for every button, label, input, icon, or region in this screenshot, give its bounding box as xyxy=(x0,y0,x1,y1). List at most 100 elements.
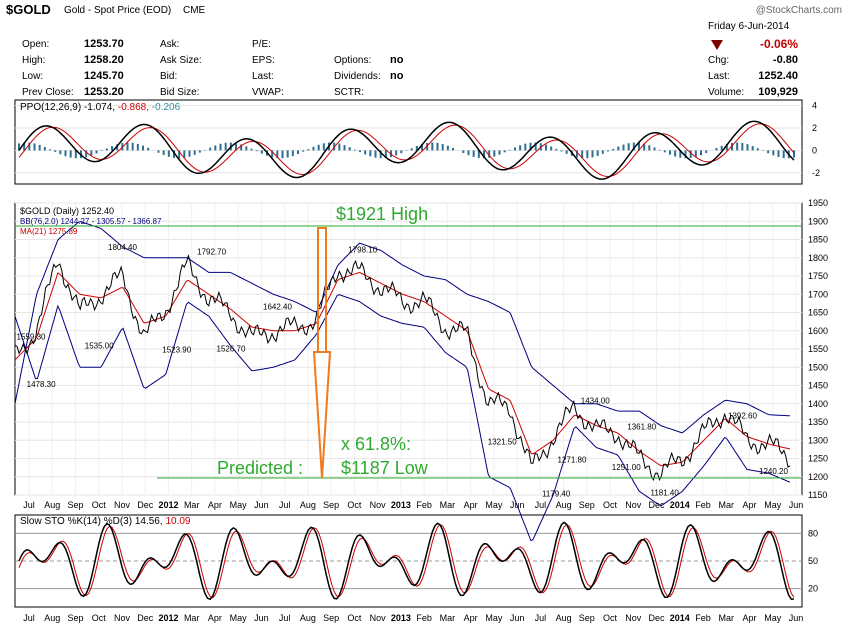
price-annotation-label: 1181.40 xyxy=(651,489,680,498)
ppo-legend-name: PPO(12,26,9) -1.074, -0.868, -0.206 xyxy=(20,102,181,113)
x-axis-label: Jul xyxy=(535,613,547,623)
x-axis-label: Sep xyxy=(579,613,595,623)
x-axis-label: Feb xyxy=(416,613,432,623)
price-annotation-label: 1642.40 xyxy=(263,302,292,311)
ppo-y-tick-label: -2 xyxy=(812,168,820,178)
symbol-label: $GOLD xyxy=(6,2,51,17)
price-y-tick-label: 1350 xyxy=(808,417,828,427)
low-label: Low: xyxy=(22,71,44,82)
x-axis-label: 2012 xyxy=(158,613,178,623)
price-y-tick-label: 1700 xyxy=(808,289,828,299)
price-y-tick-label: 1950 xyxy=(808,198,828,208)
prev-close-label: Prev Close: xyxy=(22,87,74,98)
x-axis-label: Jul xyxy=(23,500,35,510)
ask-size-label: Ask Size: xyxy=(160,55,202,66)
price-annotation-label: 1804.40 xyxy=(108,243,137,252)
x-axis-label: Jun xyxy=(254,500,269,510)
price-annotation-label: 1361.80 xyxy=(627,423,656,432)
x-axis-label: Jul xyxy=(535,500,547,510)
price-y-tick-label: 1650 xyxy=(808,308,828,318)
price-y-tick-label: 1600 xyxy=(808,326,828,336)
x-axis-label: Mar xyxy=(440,500,456,510)
price-annotation-label: 1271.80 xyxy=(558,456,587,465)
price-y-tick-label: 1450 xyxy=(808,381,828,391)
price-y-tick-label: 1850 xyxy=(808,235,828,245)
last-label-mid: Last: xyxy=(252,71,274,82)
price-annotation-label: 1179.40 xyxy=(542,489,571,498)
open-label: Open: xyxy=(22,39,50,50)
instrument-description: Gold - Spot Price (EOD) xyxy=(64,5,172,16)
x-axis-label: Nov xyxy=(370,613,387,623)
bid-label: Bid: xyxy=(160,71,178,82)
x-axis-label: Feb xyxy=(695,613,711,623)
sto-k-line xyxy=(18,521,795,601)
price-y-tick-label: 1500 xyxy=(808,362,828,372)
low-annotation: $1187 Low xyxy=(341,458,429,478)
x-axis-label: May xyxy=(230,500,248,510)
x-axis-label: 2013 xyxy=(391,613,411,623)
price-annotation-label: 1792.70 xyxy=(197,247,226,256)
ppo-panel-frame xyxy=(14,99,803,185)
x-axis-label: Aug xyxy=(44,500,60,510)
x-axis-label: Oct xyxy=(92,500,107,510)
x-axis-label: May xyxy=(764,613,782,623)
price-y-tick-label: 1250 xyxy=(808,454,828,464)
x-axis-label: May xyxy=(230,613,248,623)
x-axis-label: Nov xyxy=(370,500,387,510)
ppo-y-tick-label: 2 xyxy=(812,123,817,133)
x-axis-label: Nov xyxy=(625,500,642,510)
open-value: 1253.70 xyxy=(84,38,124,50)
x-axis-label: Aug xyxy=(300,613,316,623)
x-axis-label: Oct xyxy=(603,500,618,510)
x-axis-label: Sep xyxy=(579,500,595,510)
price-annotation-label: 1523.90 xyxy=(162,346,191,355)
price-annotations: 1559.30 1478.30 1535.00 1804.40 1523.90 1792.… xyxy=(17,243,789,498)
x-axis-label: Apr xyxy=(743,613,757,623)
price-y-tick-label: 1750 xyxy=(808,271,828,281)
high-label: High: xyxy=(22,55,46,66)
dividends-value: no xyxy=(390,70,404,82)
x-axis-label: May xyxy=(485,613,503,623)
price-y-tick-label: 1200 xyxy=(808,472,828,482)
ppo-line xyxy=(18,120,795,180)
x-axis-label: Dec xyxy=(137,613,154,623)
x-axis-label: Mar xyxy=(719,500,735,510)
ppo-y-tick-label: 4 xyxy=(812,101,817,111)
price-legend-main: $GOLD (Daily) 1252.40 xyxy=(20,206,114,216)
price-y-tick-label: 1300 xyxy=(808,435,828,445)
x-axis-label: Oct xyxy=(347,500,362,510)
bollinger-lower-line xyxy=(14,294,791,542)
price-annotation-label: 1392.60 xyxy=(728,411,757,420)
x-axis-label: Mar xyxy=(184,613,200,623)
x-axis-label: Nov xyxy=(625,613,642,623)
vwap-label: VWAP: xyxy=(252,87,284,98)
x-axis-label: Oct xyxy=(92,613,107,623)
eps-label: EPS: xyxy=(252,55,275,66)
dividends-label: Dividends: xyxy=(334,71,381,82)
x-axis-label: 2014 xyxy=(670,613,690,623)
x-axis-label: Aug xyxy=(44,613,60,623)
x-axis-label: Jun xyxy=(789,613,804,623)
last-value: 1252.40 xyxy=(758,70,798,82)
x-axis-label: Jun xyxy=(510,500,525,510)
price-annotation-label: 1535.00 xyxy=(85,341,114,350)
x-axis-label: Dec xyxy=(137,500,154,510)
change-pct: -0.06% xyxy=(759,37,798,51)
x-axis-label: Sep xyxy=(323,613,339,623)
price-annotation-label: 1240.20 xyxy=(759,467,788,476)
low-value: 1245.70 xyxy=(84,70,124,82)
x-axis-label: May xyxy=(764,500,782,510)
x-axis-label: Aug xyxy=(556,500,572,510)
sto-y-tick-label: 80 xyxy=(808,528,818,538)
x-axis-label: Feb xyxy=(416,500,432,510)
price-annotation-label: 1526.70 xyxy=(217,345,246,354)
x-axis-label: Aug xyxy=(556,613,572,623)
x-axis-label: 2014 xyxy=(670,500,690,510)
grid-lines xyxy=(15,105,802,590)
down-arrow-icon xyxy=(711,40,723,50)
x-axis-label: Sep xyxy=(67,613,83,623)
sctr-label: SCTR: xyxy=(334,87,364,98)
price-legend-bb: BB(76,2.0) 1244.27 - 1305.57 - 1366.87 xyxy=(20,217,162,226)
sto-legend: Slow STO %K(14) %D(3) 14.56, 10.09 xyxy=(20,516,191,527)
price-annotation-label: 1559.30 xyxy=(17,333,46,342)
